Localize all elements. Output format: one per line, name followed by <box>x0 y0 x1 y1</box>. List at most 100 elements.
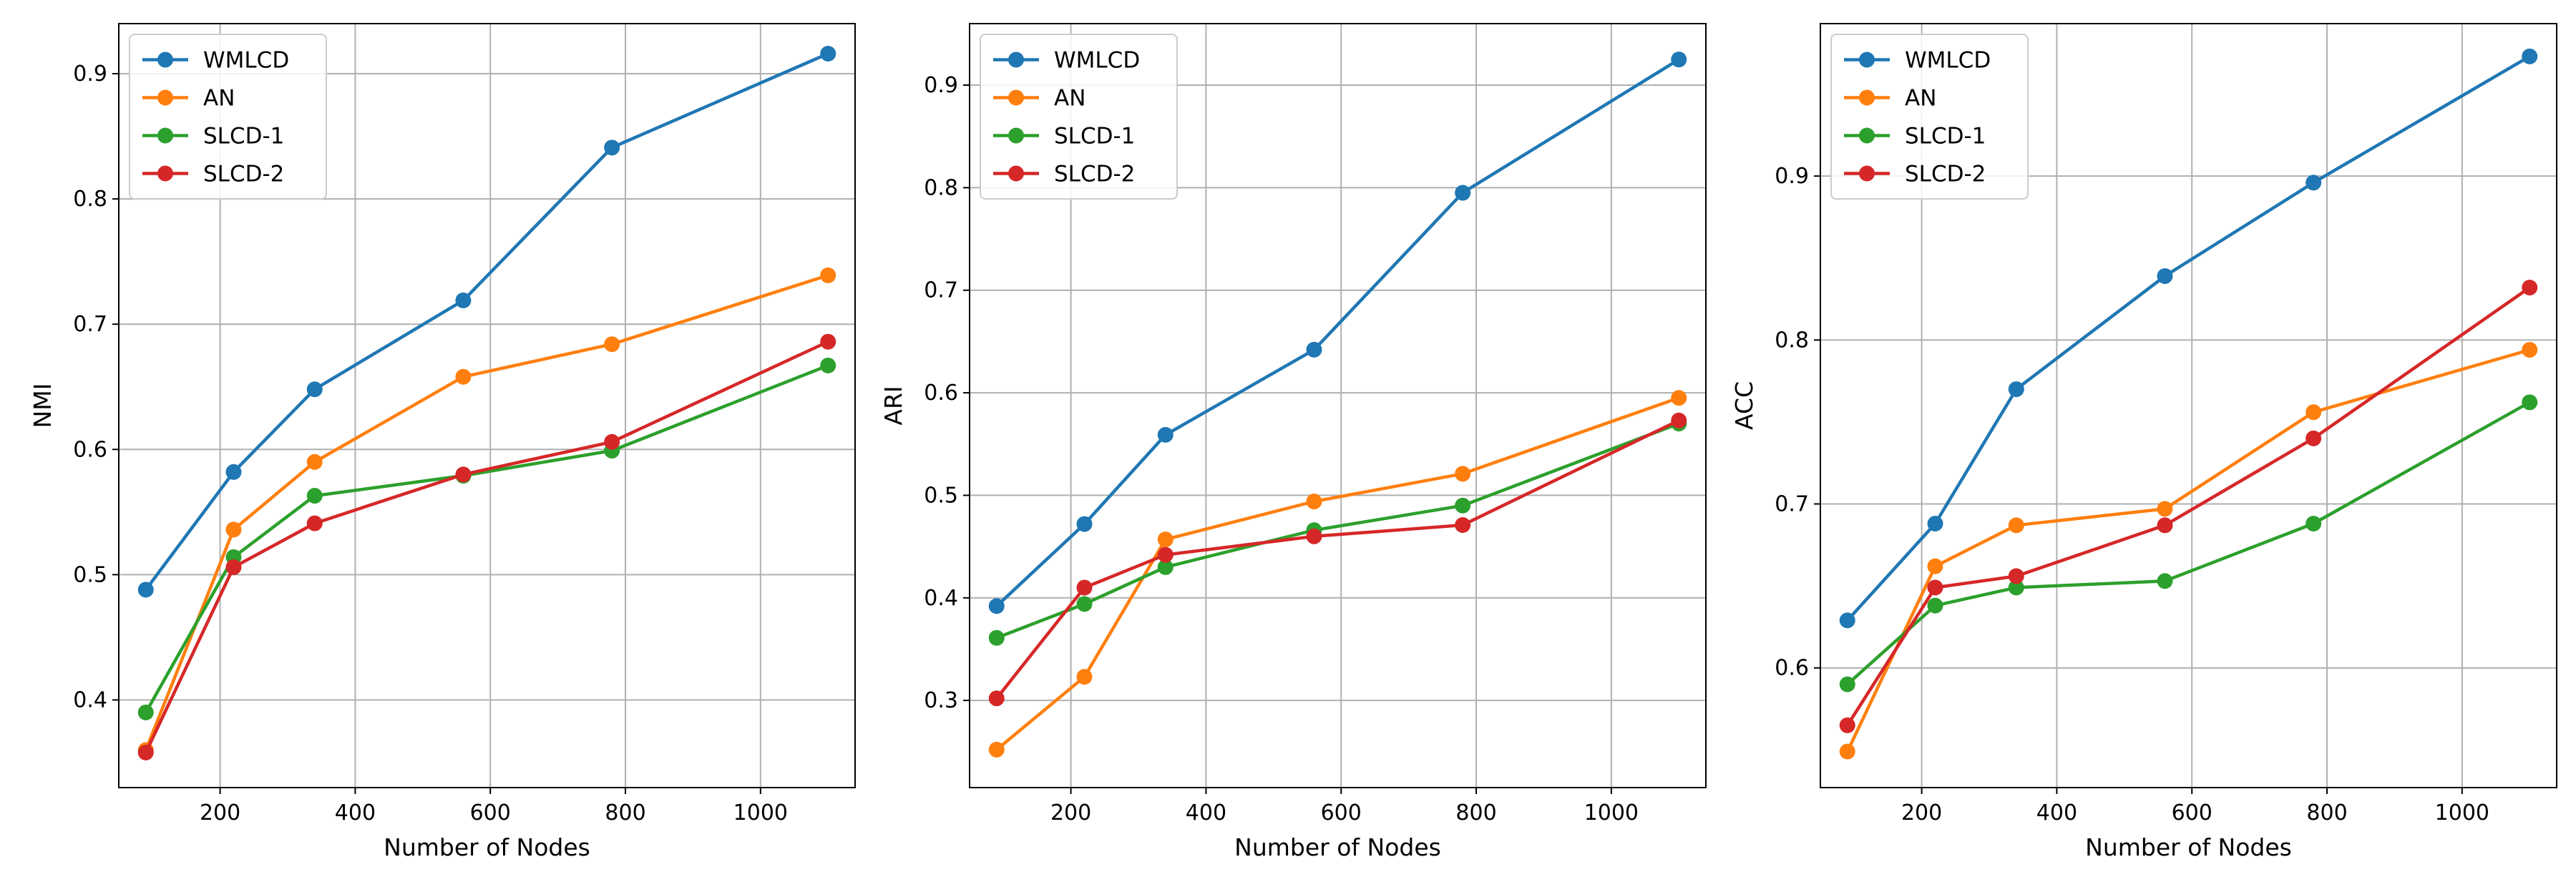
y-tick-label: 0.5 <box>924 483 958 508</box>
series-line-slcd-2 <box>995 418 1680 700</box>
data-point-slcd-2 <box>306 515 323 531</box>
data-point-an <box>2008 517 2024 534</box>
series-line-wmlcd <box>144 52 829 591</box>
series-line-slcd-2 <box>1845 286 2531 727</box>
data-point-slcd-2 <box>1157 547 1174 563</box>
data-point-wmlcd <box>2157 268 2173 284</box>
x-tick-label: 800 <box>605 800 645 825</box>
data-point-slcd-2 <box>604 433 620 450</box>
data-point-slcd-2 <box>988 690 1005 707</box>
data-point-slcd-2 <box>1076 579 1093 596</box>
data-point-slcd-2 <box>820 333 836 350</box>
data-point-an <box>820 267 836 283</box>
data-point-wmlcd <box>306 381 323 398</box>
y-tick-label: 0.6 <box>73 437 107 462</box>
data-point-an <box>455 368 472 385</box>
legend: WMLCD AN SLCD-1 SLCD-2 <box>129 34 327 200</box>
x-tick-label: 400 <box>335 800 376 825</box>
data-point-an <box>1455 466 1471 482</box>
data-point-wmlcd <box>1306 341 1322 358</box>
data-point-wmlcd <box>455 292 472 308</box>
data-point-slcd-2 <box>137 744 154 760</box>
y-axis-label: NMI <box>29 383 57 428</box>
data-point-slcd-2 <box>1455 517 1471 534</box>
legend-label: AN <box>1054 86 1085 112</box>
series-line-slcd-1 <box>144 363 829 714</box>
series-line-slcd-2 <box>144 340 829 753</box>
data-point-an <box>225 521 242 538</box>
legend-marker <box>157 165 173 182</box>
data-point-an <box>306 454 323 470</box>
data-point-wmlcd <box>1455 185 1471 201</box>
data-point-slcd-2 <box>1927 579 1943 596</box>
data-point-wmlcd <box>820 46 836 62</box>
legend-marker <box>1008 165 1024 182</box>
y-tick-label: 0.3 <box>924 688 958 713</box>
y-axis-label: ARI <box>879 386 907 425</box>
axes-frame <box>1820 23 2557 788</box>
data-point-slcd-1 <box>1157 559 1174 575</box>
y-tick-label: 0.8 <box>1775 328 1809 353</box>
data-point-an <box>1839 743 1855 760</box>
legend-box <box>129 34 327 200</box>
legend-marker <box>1859 127 1875 144</box>
x-tick-label: 1000 <box>733 800 788 825</box>
data-point-wmlcd <box>2008 381 2024 398</box>
legend-label: SLCD-2 <box>1054 162 1135 187</box>
data-point-slcd-1 <box>306 488 323 504</box>
y-tick-label: 0.6 <box>924 381 958 406</box>
data-point-an <box>2306 404 2322 421</box>
data-point-slcd-2 <box>2306 430 2322 446</box>
data-point-slcd-2 <box>455 466 472 483</box>
legend-label: WMLCD <box>1054 48 1140 74</box>
data-point-an <box>1927 558 1943 574</box>
chart-panel-acc: 200 400 600 800 1000 0.6 0.7 0.8 0.9 Number of No… <box>1730 23 2557 861</box>
data-point-wmlcd <box>2306 175 2322 191</box>
data-point-slcd-2 <box>2008 568 2024 584</box>
data-point-an <box>1306 494 1322 510</box>
y-tick-label: 0.4 <box>73 687 107 712</box>
data-point-slcd-2 <box>1839 717 1855 733</box>
series-line-an <box>144 273 829 751</box>
y-tick-label: 0.7 <box>73 312 107 337</box>
data-point-slcd-1 <box>2522 394 2538 411</box>
x-axis-label: Number of Nodes <box>384 833 590 861</box>
legend: WMLCD AN SLCD-1 SLCD-2 <box>980 34 1178 200</box>
x-tick-label: 600 <box>2172 800 2212 825</box>
legend-marker <box>1859 165 1875 182</box>
data-point-wmlcd <box>1076 516 1093 532</box>
chart-panel-ari: 200 400 600 800 1000 0.3 0.4 0.5 0.6 0.7 0.8 0.9 Num… <box>879 23 1707 861</box>
x-tick-label: 600 <box>470 800 511 825</box>
data-point-slcd-1 <box>2157 573 2173 589</box>
legend-label: SLCD-1 <box>203 124 284 150</box>
data-point-an <box>1157 531 1174 548</box>
data-point-slcd-1 <box>137 704 154 720</box>
legend-box <box>980 34 1178 200</box>
data-point-slcd-1 <box>1076 596 1093 612</box>
data-point-slcd-2 <box>2522 279 2538 295</box>
y-tick-label: 0.8 <box>73 187 107 212</box>
legend-label: WMLCD <box>203 48 289 74</box>
legend-label: SLCD-2 <box>203 162 284 187</box>
x-tick-label: 200 <box>1901 800 1942 825</box>
data-point-slcd-1 <box>988 629 1005 646</box>
y-tick-label: 0.4 <box>924 586 958 611</box>
legend-label: SLCD-2 <box>1905 162 1986 187</box>
legend-label: SLCD-1 <box>1905 124 1986 150</box>
data-point-slcd-1 <box>820 357 836 373</box>
x-tick-label: 400 <box>2036 800 2077 825</box>
x-tick-label: 1000 <box>2435 800 2489 825</box>
data-point-wmlcd <box>137 582 154 598</box>
legend-marker <box>1859 52 1875 68</box>
data-point-slcd-2 <box>2157 517 2173 534</box>
legend: WMLCD AN SLCD-1 SLCD-2 <box>1830 34 2029 200</box>
y-tick-label: 0.9 <box>1775 164 1809 189</box>
legend-marker <box>157 89 173 106</box>
axes-frame <box>969 23 1707 788</box>
x-tick-label: 800 <box>1455 800 1496 825</box>
x-axis-label: Number of Nodes <box>1234 833 1441 861</box>
axes-frame <box>118 23 856 788</box>
y-tick-label: 0.5 <box>73 562 107 587</box>
data-point-wmlcd <box>225 464 242 480</box>
legend-marker <box>157 127 173 144</box>
